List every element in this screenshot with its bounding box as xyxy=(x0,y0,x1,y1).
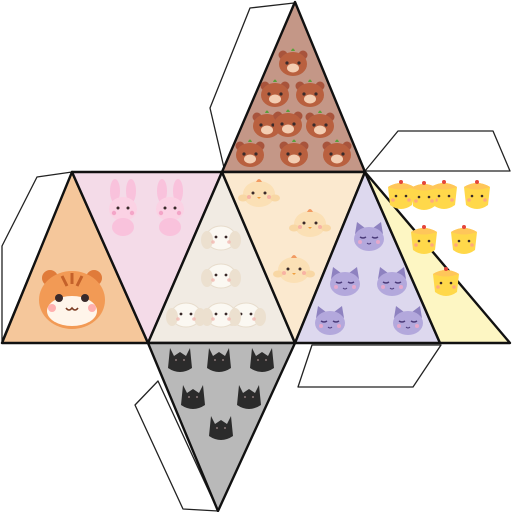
bear-face-icon xyxy=(273,109,303,137)
puppy-face-icon xyxy=(201,263,241,289)
bear-face-icon xyxy=(260,79,290,107)
pudding-face-icon xyxy=(451,225,477,254)
cat-face-icon xyxy=(315,306,345,335)
bat-face-icon xyxy=(237,385,261,409)
chick-face-icon xyxy=(273,255,315,283)
pudding-face-icon xyxy=(411,225,437,254)
pudding-face-icon xyxy=(433,267,459,296)
bunny-face-icon xyxy=(156,179,184,236)
bear-motifs xyxy=(235,48,352,167)
chick-face-icon xyxy=(238,179,280,207)
motifs xyxy=(39,48,490,440)
bear-face-icon xyxy=(279,139,309,167)
pudding-motifs xyxy=(388,180,490,296)
bear-face-icon xyxy=(235,139,265,167)
bat-face-icon xyxy=(168,348,192,372)
bat-face-icon xyxy=(250,348,274,372)
pudding-face-icon xyxy=(464,180,490,209)
cat-motifs xyxy=(315,222,423,335)
bear-face-icon xyxy=(278,48,308,76)
bat-motifs xyxy=(168,348,274,440)
bat-face-icon xyxy=(209,416,233,440)
puppy-face-icon xyxy=(201,225,241,251)
chick-face-icon xyxy=(289,209,331,237)
cat-face-icon xyxy=(377,267,407,296)
bunny-face-icon xyxy=(109,179,137,236)
bat-face-icon xyxy=(207,348,231,372)
chick-motifs xyxy=(238,179,331,283)
glue-flap-bottom-right xyxy=(297,344,442,388)
hamster-face-icon xyxy=(39,270,105,329)
bear-face-icon xyxy=(322,139,352,167)
cat-face-icon xyxy=(330,267,360,296)
puppy-face-icon xyxy=(201,302,241,328)
bear-face-icon xyxy=(295,79,325,107)
bat-face-icon xyxy=(181,385,205,409)
puppy-face-icon xyxy=(166,302,206,328)
glue-flap-top-right xyxy=(364,130,511,172)
pudding-face-icon xyxy=(388,180,414,209)
puppy-motifs xyxy=(166,225,266,328)
pudding-face-icon xyxy=(411,181,437,210)
cat-face-icon xyxy=(393,306,423,335)
bunny-motifs xyxy=(109,179,184,236)
cat-face-icon xyxy=(354,222,384,251)
bear-face-icon xyxy=(305,110,335,138)
hamster-motifs xyxy=(39,270,105,329)
pudding-triangle xyxy=(363,170,512,345)
